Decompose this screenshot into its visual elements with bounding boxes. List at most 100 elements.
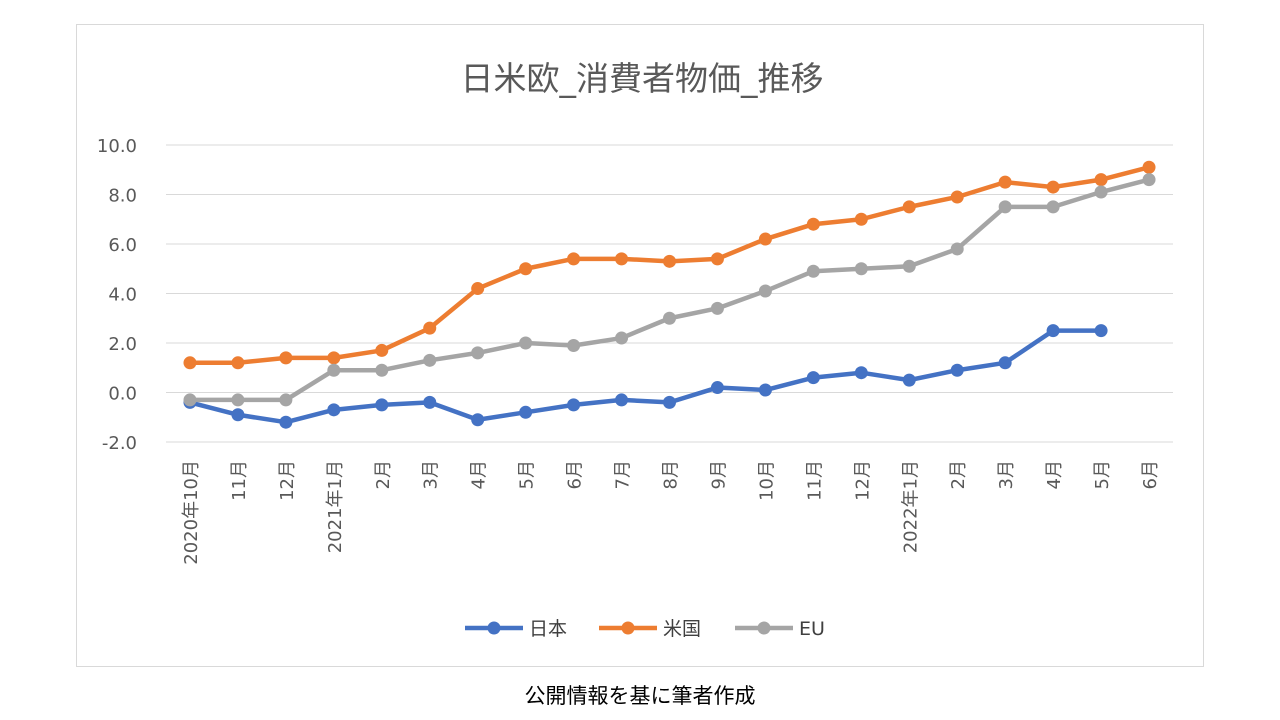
- data-point: [375, 398, 389, 412]
- data-point: [950, 363, 964, 377]
- x-tick-label: 2022年1月: [900, 460, 921, 553]
- data-point: [519, 262, 533, 276]
- data-point: [758, 383, 772, 397]
- data-point: [327, 351, 341, 365]
- legend-swatch-marker: [487, 621, 501, 635]
- x-tick-label: 12月: [277, 460, 298, 501]
- data-point: [567, 338, 581, 352]
- data-point: [758, 232, 772, 246]
- data-point: [327, 363, 341, 377]
- data-point: [710, 301, 724, 315]
- data-point: [231, 356, 245, 370]
- chart-title: 日米欧_消費者物価_推移: [461, 59, 824, 98]
- data-point: [183, 393, 197, 407]
- legend-swatch-marker: [621, 621, 635, 635]
- data-point: [423, 353, 437, 367]
- data-point: [279, 393, 293, 407]
- data-point: [327, 403, 341, 417]
- data-point: [663, 254, 676, 268]
- data-point: [1046, 200, 1060, 214]
- data-point: [1142, 173, 1156, 187]
- data-point: [1094, 173, 1108, 187]
- x-tick-label: 12月: [852, 460, 873, 501]
- data-point: [231, 408, 245, 422]
- series-lines: [183, 160, 1156, 429]
- x-axis-tick-labels: 2020年10月 11月 12月 2021年1月 2月 3月 4月 5月 6月 7月 8月 9月 10月…: [181, 460, 1161, 565]
- y-tick-label: -2.0: [102, 433, 137, 454]
- data-point: [998, 175, 1012, 189]
- y-tick-label: 6.0: [108, 235, 137, 256]
- data-point: [615, 331, 629, 345]
- data-point: [231, 393, 245, 407]
- series-1: [183, 160, 1156, 370]
- x-tick-label: 4月: [1044, 460, 1065, 489]
- data-point: [710, 381, 724, 395]
- data-point: [615, 393, 629, 407]
- data-point: [806, 217, 820, 231]
- x-tick-label: 2021年1月: [325, 460, 346, 553]
- y-tick-label: 0.0: [108, 384, 137, 405]
- data-point: [1046, 324, 1060, 338]
- data-point: [806, 371, 820, 385]
- data-point: [471, 413, 485, 427]
- data-point: [279, 351, 293, 365]
- series-2: [183, 173, 1156, 407]
- data-point: [998, 356, 1012, 370]
- data-point: [902, 200, 916, 214]
- chart-frame: [76, 24, 1204, 667]
- data-point: [1142, 160, 1156, 174]
- data-point: [1094, 324, 1108, 338]
- series-line: [187, 328, 1104, 425]
- x-tick-label: 7月: [613, 460, 634, 489]
- data-point: [519, 405, 533, 419]
- data-point: [615, 252, 629, 266]
- x-tick-label: 6月: [1140, 460, 1161, 489]
- legend: 日本 米国 EU: [465, 618, 825, 640]
- data-point: [854, 366, 868, 380]
- gridlines: [166, 144, 1173, 443]
- y-tick-label: 10.0: [97, 136, 137, 157]
- data-point: [663, 395, 676, 409]
- y-axis-tick-labels: 10.0 8.0 6.0 4.0 2.0 0.0 -2.0: [97, 136, 137, 454]
- data-point: [183, 356, 197, 370]
- legend-label: 米国: [663, 618, 701, 640]
- x-tick-label: 5月: [1092, 460, 1113, 489]
- data-point: [423, 395, 437, 409]
- x-tick-label: 2月: [948, 460, 969, 489]
- data-point: [950, 190, 964, 204]
- data-point: [567, 398, 581, 412]
- x-tick-label: 2020年10月: [181, 460, 202, 565]
- data-point: [854, 212, 868, 226]
- data-point: [375, 363, 389, 377]
- x-tick-label: 3月: [421, 460, 442, 489]
- x-tick-label: 9月: [708, 460, 729, 489]
- data-point: [902, 373, 916, 387]
- data-point: [854, 262, 868, 276]
- legend-label: 日本: [529, 618, 567, 640]
- data-point: [1046, 180, 1060, 194]
- x-tick-label: 11月: [229, 460, 250, 501]
- source-note: 公開情報を基に筆者作成: [524, 684, 756, 708]
- x-tick-label: 10月: [756, 460, 777, 501]
- data-point: [998, 200, 1012, 214]
- y-tick-label: 2.0: [108, 334, 137, 355]
- data-point: [375, 343, 389, 357]
- data-point: [471, 346, 485, 360]
- legend-swatch-marker: [757, 621, 771, 635]
- data-point: [758, 284, 772, 298]
- data-point: [806, 264, 820, 278]
- x-tick-label: 2月: [373, 460, 394, 489]
- data-point: [279, 415, 293, 429]
- legend-label: EU: [799, 618, 825, 640]
- x-tick-label: 8月: [661, 460, 682, 489]
- data-point: [567, 252, 581, 266]
- data-point: [471, 282, 485, 296]
- data-point: [902, 259, 916, 273]
- data-point: [950, 242, 964, 256]
- data-point: [710, 252, 724, 266]
- line-chart: 日米欧_消費者物価_推移 10.0 8.0 6.0 4.0 2.0 0.0 -2.0 202…: [97, 59, 1173, 640]
- x-tick-label: 5月: [517, 460, 538, 489]
- y-tick-label: 4.0: [108, 285, 137, 306]
- x-tick-label: 11月: [804, 460, 825, 501]
- x-tick-label: 6月: [565, 460, 586, 489]
